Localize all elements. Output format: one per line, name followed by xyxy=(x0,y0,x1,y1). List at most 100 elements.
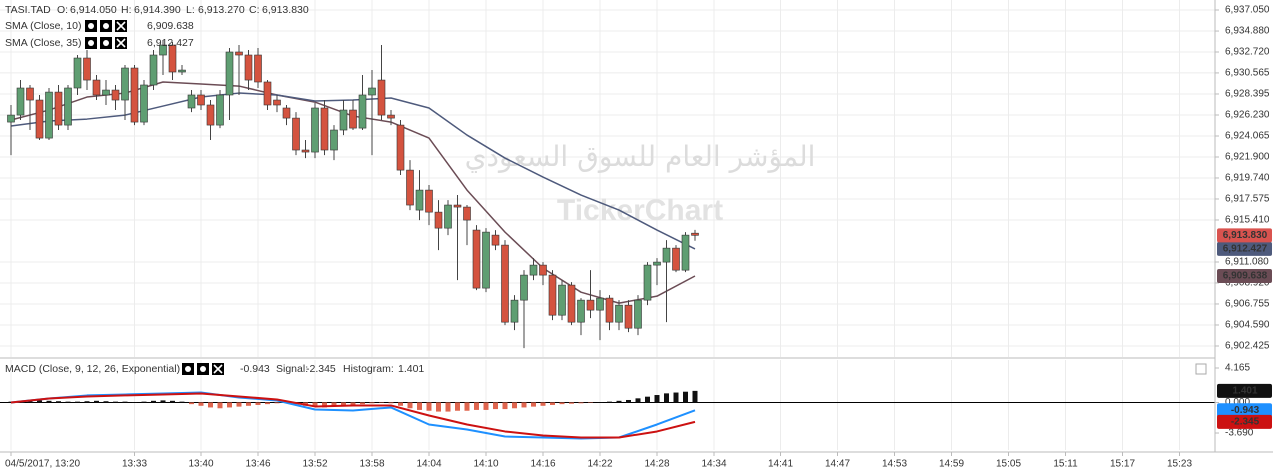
candle-body xyxy=(111,89,120,101)
candle-body xyxy=(282,107,291,119)
x-tick-label: 13:40 xyxy=(188,459,213,470)
histogram-bar xyxy=(246,402,251,406)
histogram-bar xyxy=(654,395,660,403)
y-tick-label: 6,926.230 xyxy=(1225,110,1270,121)
histogram-bar xyxy=(94,400,99,403)
candle-body xyxy=(83,57,91,81)
candle-body xyxy=(301,149,310,153)
ohlc-label: C: xyxy=(249,4,260,16)
candle-body xyxy=(681,234,690,271)
histogram-bar xyxy=(227,402,232,408)
price-label-bg xyxy=(1217,241,1272,256)
candle-body xyxy=(149,54,158,86)
x-tick-label: 14:22 xyxy=(587,459,612,470)
signal-value: -2.345 xyxy=(306,363,336,375)
candle-body xyxy=(358,94,367,129)
y-tick-label: 6,904.590 xyxy=(1225,320,1270,331)
maximize-button[interactable] xyxy=(1195,363,1207,375)
y-tick-label: 6,911.080 xyxy=(1225,257,1269,268)
x-tick-label: 13:58 xyxy=(359,459,384,470)
ohlc-value: 6,913.830 xyxy=(262,4,309,16)
histogram-bar xyxy=(37,400,42,403)
candle-body xyxy=(73,57,82,89)
candle-body xyxy=(510,299,519,323)
y-tick-label: 6,928.395 xyxy=(1225,89,1270,100)
candle-body xyxy=(178,69,186,73)
candle-body xyxy=(691,232,699,236)
histogram-bar xyxy=(436,402,441,412)
histogram-bar xyxy=(607,401,612,403)
histogram-bar xyxy=(350,402,356,405)
candle-body xyxy=(349,109,357,129)
candle-body xyxy=(482,231,490,289)
price-label: 1.401 xyxy=(1232,386,1257,397)
indicator-controls[interactable] xyxy=(84,19,128,33)
price-label-bg xyxy=(1217,268,1272,283)
candle-body xyxy=(396,124,405,171)
candle-body xyxy=(615,304,623,323)
histogram-bar xyxy=(388,402,394,404)
candle-body xyxy=(320,107,329,151)
x-tick-label: 15:17 xyxy=(1110,459,1135,470)
indicator-controls[interactable] xyxy=(181,362,225,376)
ohlc-value: 6,914.050 xyxy=(70,4,117,16)
histogram-bar xyxy=(160,400,166,403)
candle-body xyxy=(624,304,633,329)
candle-body xyxy=(567,284,576,323)
candle-body xyxy=(634,299,642,329)
candle-body xyxy=(140,84,148,123)
candle-body xyxy=(235,51,243,56)
candle-body xyxy=(444,204,452,229)
price-label-bg xyxy=(1217,414,1272,429)
watermark: المؤشر العام للسوق السعودي xyxy=(465,140,816,173)
candle-body xyxy=(225,51,234,96)
indicator-value: 6,909.638 xyxy=(147,20,194,32)
y-tick-label: 6,902.425 xyxy=(1225,341,1270,352)
price-label: 6,909.638 xyxy=(1223,271,1268,282)
candle-body xyxy=(672,247,680,271)
candle-body xyxy=(102,89,110,96)
candle-body xyxy=(197,94,205,106)
y-tick-label: 6,924.065 xyxy=(1225,131,1270,142)
ohlc-value: 6,914.390 xyxy=(134,4,181,16)
histogram-bar xyxy=(236,402,242,407)
price-label: 6,913.830 xyxy=(1223,230,1268,241)
y-tick-label: 6,919.740 xyxy=(1225,173,1270,184)
histogram-bar xyxy=(255,402,261,405)
candle-body xyxy=(168,44,177,73)
candle-body xyxy=(254,54,262,83)
candle-body xyxy=(64,87,72,126)
macd-title: MACD (Close, 9, 12, 26, Exponential) xyxy=(5,363,180,375)
histogram-bar xyxy=(664,393,669,403)
candle-body xyxy=(520,274,528,301)
histogram-bar xyxy=(502,402,508,410)
indicator-controls[interactable] xyxy=(84,36,128,50)
candle-body xyxy=(216,94,224,126)
candle-body xyxy=(26,87,34,101)
histogram-bar xyxy=(103,401,109,403)
histogram-bar xyxy=(265,402,270,405)
histogram-bar xyxy=(635,398,641,403)
price-label: 6,912.427 xyxy=(1223,244,1268,255)
candle-body xyxy=(653,261,661,266)
candle-body xyxy=(121,67,129,101)
histogram-bar xyxy=(217,402,223,409)
histogram-bar xyxy=(626,399,631,403)
ohlc-label: L: xyxy=(186,4,195,16)
candle-body xyxy=(501,244,509,323)
histogram-bar xyxy=(122,401,128,403)
price-label-bg xyxy=(1217,228,1272,243)
candle-body xyxy=(463,206,471,221)
x-tick-label: 14:28 xyxy=(644,459,669,470)
candle-body xyxy=(425,189,433,213)
x-tick-label: 13:33 xyxy=(122,459,147,470)
histogram-bar xyxy=(550,402,555,405)
histogram-bar xyxy=(673,392,679,403)
candle-body xyxy=(92,79,101,96)
candle-body xyxy=(472,229,481,289)
candle-body xyxy=(387,114,395,119)
candle-body xyxy=(16,87,25,116)
x-tick-label: 15:11 xyxy=(1053,459,1078,470)
histogram-label: Histogram: xyxy=(343,363,394,375)
candle-body xyxy=(339,109,348,131)
